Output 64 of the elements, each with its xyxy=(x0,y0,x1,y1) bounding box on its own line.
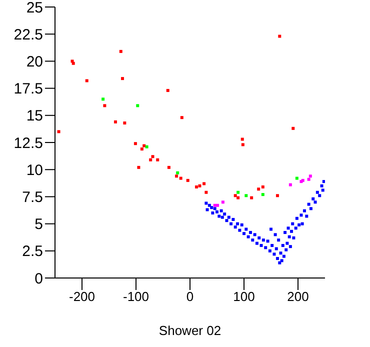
point xyxy=(261,185,264,188)
point xyxy=(202,182,206,186)
point xyxy=(236,190,240,194)
point xyxy=(156,158,160,162)
point xyxy=(236,196,240,200)
point xyxy=(167,166,170,169)
point xyxy=(216,204,220,207)
point xyxy=(142,144,146,148)
point xyxy=(103,104,106,108)
point xyxy=(276,194,279,198)
y-tick-label: 20 xyxy=(26,54,43,71)
y-tick-label: 12.5 xyxy=(14,134,43,152)
y-tick-label: 5 xyxy=(34,216,43,234)
point xyxy=(136,104,140,108)
point xyxy=(241,143,244,146)
point xyxy=(166,88,170,92)
point xyxy=(240,138,244,141)
point xyxy=(137,166,140,169)
y-tick-label: 25 xyxy=(26,0,43,16)
point xyxy=(134,142,137,146)
point xyxy=(234,194,237,198)
y-tick-label: 15 xyxy=(26,108,43,125)
y-tick-label: 0 xyxy=(34,270,43,288)
point xyxy=(307,178,310,181)
point xyxy=(257,188,260,191)
point xyxy=(119,50,122,53)
point xyxy=(121,77,124,80)
point xyxy=(278,34,282,38)
point xyxy=(221,200,224,204)
point xyxy=(204,190,208,194)
point xyxy=(194,185,198,188)
point xyxy=(261,193,264,196)
point xyxy=(102,98,105,101)
x-axis-title: Shower 02 xyxy=(158,323,222,338)
y-tick-label: 17.5 xyxy=(14,80,43,98)
point xyxy=(123,121,126,124)
y-tick-label: 10 xyxy=(26,162,43,179)
point xyxy=(176,171,180,174)
point xyxy=(151,155,154,158)
point xyxy=(288,183,292,186)
point xyxy=(85,79,88,82)
point xyxy=(250,196,254,200)
point xyxy=(145,145,148,148)
point xyxy=(308,174,312,178)
point xyxy=(295,176,298,180)
y-tick-label: 22.5 xyxy=(14,26,43,44)
point xyxy=(244,194,248,198)
point xyxy=(180,116,184,120)
point xyxy=(292,126,295,130)
y-tick-label: 2.5 xyxy=(22,243,43,260)
point xyxy=(175,174,178,178)
point xyxy=(114,120,117,124)
point xyxy=(179,176,182,180)
point xyxy=(198,184,202,188)
point xyxy=(57,130,60,134)
x-tick-label: -100 xyxy=(122,289,150,304)
point xyxy=(186,178,190,182)
x-tick-label: 100 xyxy=(233,289,255,304)
y-tick-label: 7.5 xyxy=(22,189,43,206)
x-tick-label: -200 xyxy=(68,289,96,304)
x-tick-label: 0 xyxy=(186,289,194,304)
point xyxy=(149,158,152,162)
x-tick-label: 200 xyxy=(287,289,309,304)
point xyxy=(140,148,144,151)
